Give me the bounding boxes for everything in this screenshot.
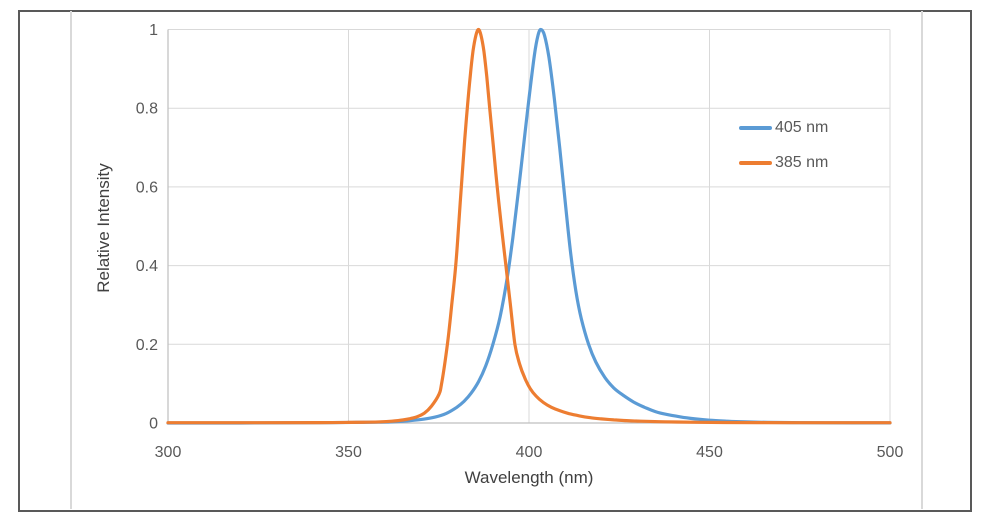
y-tick-label: 0.8 xyxy=(136,101,158,118)
series-line-385nm xyxy=(166,27,892,425)
document-border xyxy=(18,10,972,512)
x-tick-label: 300 xyxy=(155,444,182,461)
x-tick-label: 450 xyxy=(696,444,723,461)
series-line-405nm xyxy=(166,27,892,425)
x-axis-title: Wavelength (nm) xyxy=(464,468,594,487)
legend-line-swatch-orange xyxy=(739,161,772,165)
legend-line-swatch-blue xyxy=(739,126,772,130)
legend-item-405nm: 405 nm xyxy=(739,118,828,138)
legend: 405 nm 385 nm xyxy=(739,118,828,188)
y-tick-label: 0.4 xyxy=(136,258,158,275)
y-axis-title: Relative Intensity xyxy=(94,163,113,293)
x-tick-label: 500 xyxy=(877,444,904,461)
x-tick-label: 350 xyxy=(335,444,362,461)
y-tick-label: 0 xyxy=(149,416,158,433)
x-tick-label: 400 xyxy=(516,444,543,461)
y-tick-label: 1 xyxy=(149,22,158,39)
legend-item-385nm: 385 nm xyxy=(739,153,828,173)
y-tick-label: 0.6 xyxy=(136,179,158,196)
legend-label: 385 nm xyxy=(775,154,829,171)
y-tick-label: 0.2 xyxy=(136,337,158,354)
chart-object-left-edge xyxy=(70,11,72,509)
chart-object-right-edge xyxy=(921,11,923,509)
legend-label: 405 nm xyxy=(775,119,829,136)
